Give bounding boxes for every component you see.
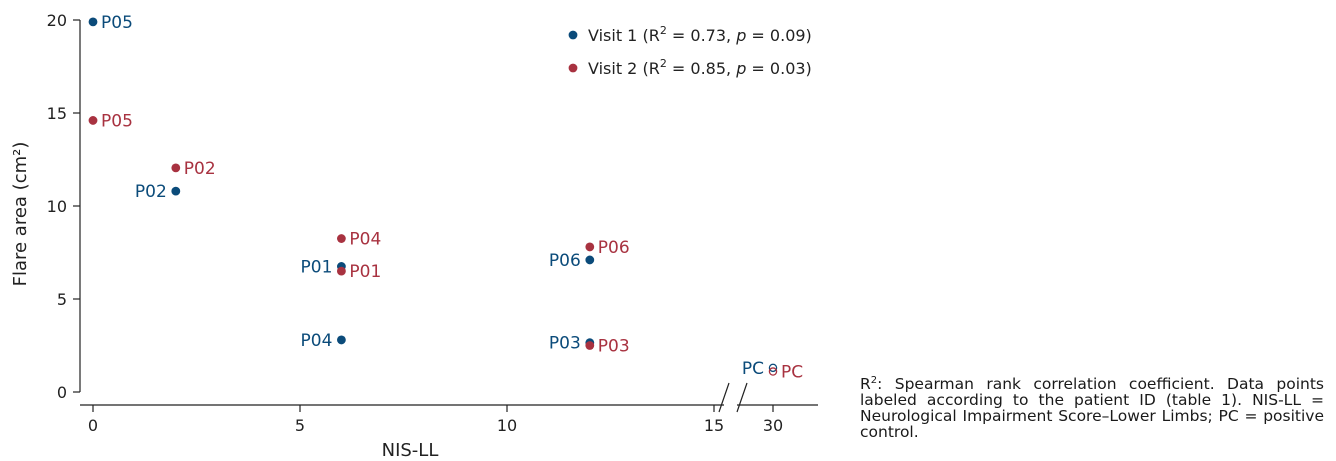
- point-label: P04: [301, 331, 333, 351]
- data-point: [337, 335, 346, 345]
- point-label: P05: [101, 13, 133, 33]
- point-label: P06: [598, 238, 630, 258]
- axis-break-mark: [718, 382, 730, 413]
- figure-note: R2: Spearman rank correlation coefficien…: [860, 374, 1324, 441]
- data-point: [88, 116, 98, 125]
- point-label: P04: [349, 230, 381, 250]
- data-point: [171, 186, 181, 196]
- point-label: P01: [301, 257, 333, 277]
- point-label: P06: [549, 251, 581, 271]
- note-r: R: [860, 375, 871, 393]
- y-tick-label: 15: [47, 104, 67, 123]
- point-label: PC: [781, 363, 803, 383]
- chart-legend: Visit 1 (R2 = 0.73, p = 0.09) Visit 2 (R2…: [568, 24, 812, 78]
- data-point: [585, 242, 595, 252]
- y-tick-label: 10: [47, 197, 67, 216]
- data-point: [171, 163, 181, 173]
- point-label: PC: [742, 359, 764, 379]
- data-point: [88, 17, 98, 27]
- legend-entry: Visit 1 (R2 = 0.73, p = 0.09): [588, 24, 812, 45]
- data-point: [768, 363, 778, 373]
- note-sup: 2: [870, 374, 878, 386]
- x-axis-label: NIS-LL: [382, 440, 439, 461]
- data-point: [585, 255, 595, 265]
- point-label: P02: [135, 182, 167, 202]
- point-label: P03: [549, 334, 581, 354]
- note-text: : Spearman rank correlation coefficient.…: [860, 375, 1324, 441]
- y-tick-label: 0: [57, 383, 67, 402]
- point-label: P05: [101, 111, 133, 131]
- x-tick-label: 30: [763, 416, 783, 435]
- x-tick-label: 5: [295, 416, 305, 435]
- legend-entry: Visit 2 (R2 = 0.85, p = 0.03): [588, 57, 812, 78]
- legend-marker: [568, 30, 578, 40]
- data-point: [337, 234, 346, 243]
- y-tick-label: 5: [57, 290, 67, 309]
- legend-marker: [568, 63, 578, 73]
- point-label: P02: [184, 159, 216, 179]
- y-tick-label: 20: [47, 11, 67, 30]
- data-point: [768, 367, 778, 376]
- y-axis-label: Flare area (cm²): [10, 142, 31, 287]
- data-point: [585, 341, 595, 350]
- x-tick-label: 0: [88, 416, 98, 435]
- point-label: P01: [349, 262, 381, 282]
- x-tick-label: 15: [704, 416, 724, 435]
- scatter-chart: 0 5 10 15 20 0 5 10 15 30 NIS-LL Flare area (cm²) P…: [10, 11, 818, 461]
- chart-points: P05 P02 P01 P04 P06 P03 PC P05 P02 P04 P01 P06 P03 PC: [88, 13, 803, 383]
- axis-break-mark: [736, 382, 748, 413]
- data-point: [337, 266, 346, 276]
- point-label: P03: [598, 337, 630, 357]
- chart-axes: 0 5 10 15 20 0 5 10 15 30 NIS-LL Flare area (cm²): [10, 11, 818, 461]
- x-tick-label: 10: [497, 416, 517, 435]
